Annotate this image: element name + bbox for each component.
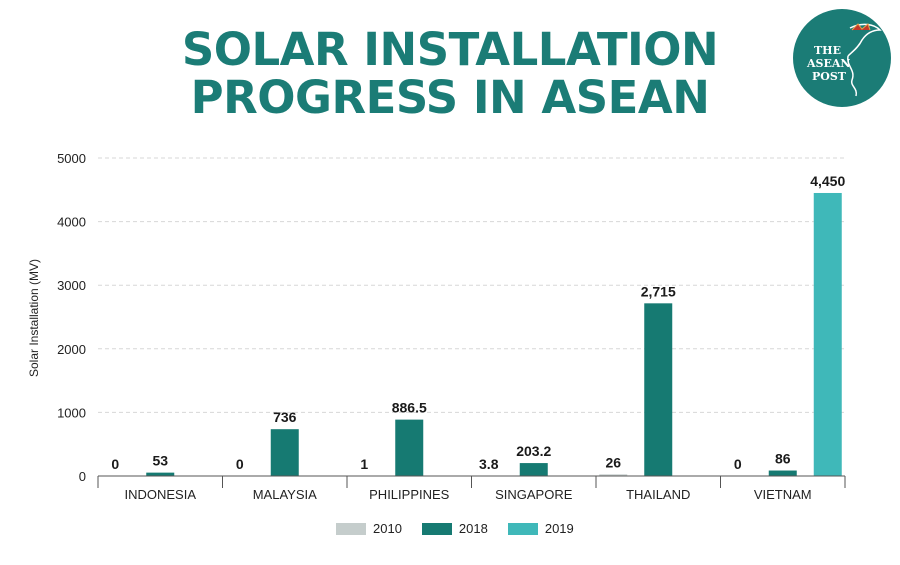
gridlines: [98, 157, 845, 413]
x-tick-label-singapore: SINGAPORE: [495, 487, 573, 502]
data-label-2018-thailand: 2,715: [641, 283, 676, 299]
data-label-2010-vietnam: 0: [734, 456, 742, 472]
legend-swatch-2010: [336, 522, 366, 535]
data-label-2010-indonesia: 0: [111, 456, 119, 472]
y-axis-ticks: 0 1000 2000 3000 4000 5000: [57, 151, 86, 484]
data-labels: 0 53 0 736 1 886.5 3.8 203.2 26 2,715 0 86 4,450: [111, 173, 845, 472]
asean-post-logo: THE ASEAN POST: [793, 9, 891, 107]
legend-label-2010: 2010: [373, 521, 402, 536]
data-label-2018-vietnam: 86: [775, 451, 791, 467]
data-label-2010-thailand: 26: [605, 454, 621, 470]
bar-2018-thailand: [644, 303, 673, 476]
x-tick-label-vietnam: VIETNAM: [754, 487, 812, 502]
legend-item-2019: 2019: [507, 521, 574, 536]
bars: [146, 192, 842, 477]
chart-title-line-2: PROGRESS IN ASEAN: [190, 71, 710, 124]
data-label-2010-malaysia: 0: [236, 456, 244, 472]
data-label-2018-singapore: 203.2: [516, 443, 551, 459]
x-tick-label-philippines: PHILIPPINES: [369, 487, 450, 502]
logo-text-asean: ASEAN: [806, 57, 850, 70]
x-tick-label-thailand: THAILAND: [626, 487, 690, 502]
legend: 2010 2018 2019: [336, 521, 574, 536]
bar-2018-singapore: [519, 463, 548, 476]
y-tick-label: 5000: [57, 151, 86, 166]
y-tick-label: 4000: [57, 215, 86, 230]
data-label-2018-philippines: 886.5: [392, 400, 427, 416]
chart-title-line-1: SOLAR INSTALLATION: [181, 23, 719, 76]
logo-text-post: POST: [812, 70, 847, 83]
data-label-2018-malaysia: 736: [273, 409, 297, 425]
legend-item-2018: 2018: [421, 521, 488, 536]
y-axis-label: Solar Installation (MV): [27, 259, 41, 377]
legend-label-2018: 2018: [458, 521, 488, 536]
data-label-2010-singapore: 3.8: [479, 456, 499, 472]
bar-2019-vietnam: [813, 192, 842, 477]
data-label-2019-vietnam: 4,450: [810, 173, 845, 189]
legend-item-2010: 2010: [336, 521, 402, 536]
bar-2018-vietnam: [768, 470, 797, 476]
y-tick-label: 1000: [57, 405, 86, 420]
x-tick-label-indonesia: INDONESIA: [124, 487, 196, 502]
legend-swatch-2019: [507, 522, 538, 535]
y-tick-label: 0: [79, 469, 86, 484]
logo-text-the: THE: [814, 44, 841, 57]
data-label-2018-indonesia: 53: [152, 453, 168, 469]
y-tick-label: 2000: [57, 342, 86, 357]
bar-2010-thailand: [599, 474, 628, 476]
bar-2018-malaysia: [270, 429, 299, 476]
data-label-2010-philippines: 1: [360, 456, 368, 472]
legend-label-2019: 2019: [544, 521, 574, 536]
bar-2018-philippines: [395, 419, 424, 476]
x-axis: INDONESIA MALAYSIA PHILIPPINES SINGAPORE THA…: [97, 475, 846, 502]
x-tick-label-malaysia: MALAYSIA: [253, 487, 317, 502]
y-tick-label: 3000: [57, 278, 86, 293]
legend-swatch-2018: [421, 522, 452, 535]
chart-title: SOLAR INSTALLATION PROGRESS IN ASEAN: [0, 26, 900, 122]
bar-2018-indonesia: [146, 472, 175, 476]
